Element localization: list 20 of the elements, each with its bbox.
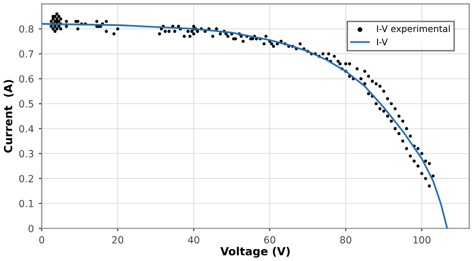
y-tick-label: 0.7: [19, 50, 34, 58]
y-tick-label: 0.5: [19, 100, 34, 108]
y-tick-label: 0: [28, 224, 34, 232]
y-tick-label: 0.1: [19, 200, 34, 208]
x-tick-label: 0: [39, 236, 44, 244]
line-series: [42, 23, 448, 228]
y-tick-label: 0.6: [19, 75, 34, 83]
x-tick-label: 40: [188, 236, 200, 244]
x-tick-label: 100: [414, 236, 430, 244]
y-tick-label: 0.4: [19, 125, 34, 132]
x-tick-label: 20: [112, 236, 124, 244]
x-tick-label: 80: [340, 236, 352, 244]
legend-label: I-V: [377, 38, 388, 46]
y-tick-label: 0.8: [19, 25, 34, 33]
y-tick-label: 0.2: [19, 174, 34, 182]
x-tick-label: 60: [264, 236, 276, 244]
y-axis-title: Current (A): [4, 80, 14, 153]
x-axis-title: Voltage (V): [220, 246, 290, 258]
legend-label: I-V experimental: [377, 25, 450, 34]
y-tick-label: 0.3: [19, 150, 34, 158]
